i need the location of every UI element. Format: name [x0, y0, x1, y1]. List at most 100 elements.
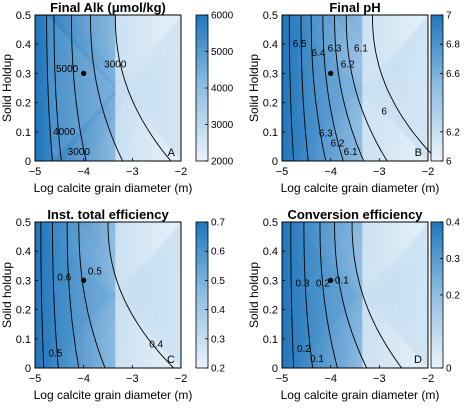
x-tick-label: −2 — [175, 166, 188, 178]
y-tick-label: 0.3 — [263, 68, 278, 80]
panel-letter: D — [414, 354, 422, 366]
contour-label: 6.3 — [328, 44, 342, 55]
panel-title: Conversion efficiency — [287, 207, 423, 222]
colorbar-tick-label: 0.2 — [446, 291, 460, 302]
contour-label: 6.3 — [319, 128, 333, 139]
contour-label: 3000 — [104, 60, 127, 71]
colorbar-tick-label: 0.2 — [211, 364, 225, 375]
colorbar-tick-label: 0.6 — [211, 247, 225, 258]
colorbar-tick-label: 0.7 — [211, 218, 225, 229]
colorbar-tick-label: 4000 — [211, 84, 234, 95]
contour-label: 6.2 — [331, 138, 345, 149]
y-axis-label: Solid Holdup — [0, 54, 14, 122]
contour-line — [300, 15, 309, 162]
y-tick-label: 0.4 — [263, 39, 278, 51]
operating-point-marker — [81, 70, 87, 76]
panel-letter: C — [167, 354, 175, 366]
contour-flat-region — [115, 15, 181, 161]
colorbar-tick-label: 6.2 — [446, 127, 460, 138]
y-tick-label: 0.1 — [16, 334, 31, 346]
y-tick-label: 0.1 — [263, 127, 278, 139]
contour-line — [78, 222, 106, 369]
y-axis-label: Solid Holdup — [247, 54, 261, 122]
contour-label: 6.1 — [354, 44, 368, 55]
contour-line — [66, 222, 80, 369]
contour-line — [351, 222, 403, 369]
colorbar-tick-label: 0.4 — [211, 305, 225, 316]
y-tick-label: 0.1 — [16, 127, 31, 139]
contour-label: 0.1 — [335, 275, 349, 286]
contour-label: 6 — [381, 106, 387, 117]
colorbar-tick-label: 6 — [446, 157, 452, 168]
contour-flat-region — [115, 222, 181, 368]
plot-frame — [34, 221, 182, 369]
y-axis-label: Solid holdup — [0, 262, 14, 328]
panel-D: 0.3 0.2 0.10.20.1−5 −4 −3 −200.10.20.30.40.5C… — [247, 207, 460, 402]
y-tick-label: 0.5 — [16, 217, 31, 229]
contour-line — [290, 222, 295, 369]
contour-label: 0.4 — [149, 340, 163, 351]
contour-line — [53, 15, 62, 162]
colorbar-tick-label: 7 — [446, 11, 452, 22]
y-tick-label: 0.5 — [263, 10, 278, 22]
y-tick-label: 0.3 — [16, 275, 31, 287]
y-tick-label: 0.2 — [263, 305, 278, 317]
contour-line — [372, 15, 439, 162]
panel-title: Final pH — [329, 0, 380, 15]
contour-line — [319, 222, 338, 369]
y-tick-label: 0 — [25, 363, 31, 375]
contour-line — [334, 222, 368, 369]
contour-label: 0.2 — [316, 278, 330, 289]
x-tick-label: −5 — [276, 166, 289, 178]
colorbar-tick-label: 6.8 — [446, 40, 460, 51]
contour-label: 6.4 — [312, 48, 326, 59]
x-tick-label: −3 — [126, 373, 139, 385]
colorbar-tick-label: 6000 — [211, 11, 234, 22]
panel-B: 6.56.4 6.36.26.166.36.26.1−5 −4 −3 −200.10.2… — [247, 0, 460, 195]
y-tick-label: 0.4 — [263, 246, 278, 258]
y-tick-label: 0 — [25, 156, 31, 168]
operating-point-marker — [81, 277, 87, 283]
x-tick-label: −3 — [373, 373, 386, 385]
y-tick-label: 0.3 — [263, 275, 278, 287]
contour-line — [303, 222, 314, 369]
y-tick-label: 0.5 — [263, 217, 278, 229]
contour-line — [114, 15, 172, 162]
contour-label: 6.5 — [293, 39, 307, 50]
x-axis-label: Log calcite grain diameter (m) — [34, 181, 193, 195]
contour-label: 0.3 — [295, 278, 309, 289]
contour-line — [52, 222, 59, 369]
x-tick-label: −4 — [77, 166, 90, 178]
colorbar-tick-label: 0.5 — [211, 276, 225, 287]
colorbar-tick-label: 0.3 — [446, 254, 460, 265]
y-axis-label: Solid holdup — [247, 262, 261, 328]
contour-label: 0.1 — [310, 354, 324, 365]
plot-frame — [281, 14, 429, 162]
contour-label: 0.5 — [48, 348, 62, 359]
plot-frame — [281, 221, 429, 369]
x-tick-label: −4 — [324, 373, 337, 385]
contour-label: 6.2 — [341, 60, 355, 71]
contour-line — [46, 15, 53, 162]
colorbar-tick-label: 3000 — [211, 120, 234, 131]
contour-label: 5000 — [56, 64, 79, 75]
operating-point-marker — [328, 277, 334, 283]
x-tick-label: −4 — [77, 373, 90, 385]
y-tick-label: 0.2 — [263, 98, 278, 110]
contour-label: 0.5 — [88, 267, 102, 278]
contour-line — [107, 222, 175, 369]
operating-point-marker — [328, 70, 334, 76]
colorbar-tick-label: 0.3 — [211, 334, 225, 345]
colorbar — [195, 221, 209, 369]
colorbar — [430, 14, 444, 162]
panel-title: Final Alk (μmol/kg) — [50, 0, 166, 15]
panel-A: 5000 3000 4000 3000 −5 −4 −3 −2 0 0.1 0.2 0.3 0.4 0.5… — [0, 0, 234, 195]
x-tick-label: −2 — [422, 166, 435, 178]
colorbar-tick-label: 5000 — [211, 47, 234, 58]
y-tick-label: 0.4 — [16, 246, 31, 258]
panel-C: 0.6 0.5 0.5 0.4 −5 −4 −3 −2 0 0.1 0.2 0.3 0.4 0.5 Inst… — [0, 207, 225, 402]
x-tick-label: −2 — [422, 373, 435, 385]
panel-letter: B — [415, 147, 422, 159]
y-tick-label: 0.1 — [263, 334, 278, 346]
